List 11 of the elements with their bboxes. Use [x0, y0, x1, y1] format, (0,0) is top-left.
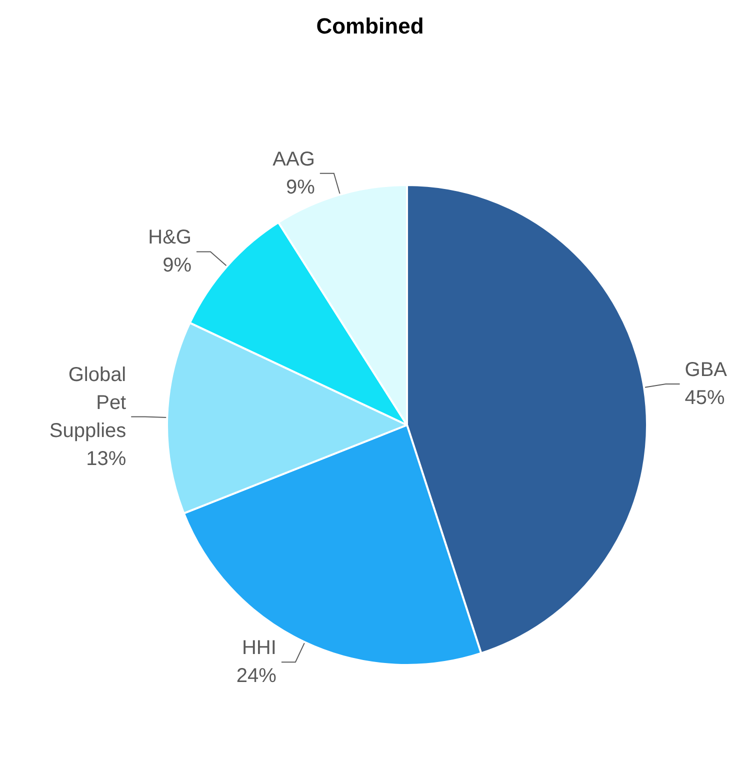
slice-label: GBA	[684, 359, 728, 382]
data-label: 9%	[162, 254, 192, 277]
slice-label: HHI	[242, 637, 276, 660]
data-label: 9%	[286, 176, 316, 198]
slice-label: H&G	[148, 226, 192, 249]
data-label: 45%	[684, 387, 726, 410]
slice-label: AAG	[272, 148, 315, 170]
data-label: 24%	[236, 665, 277, 688]
slice-label: Global Pet Supplies	[49, 364, 127, 442]
chart-title: Combined	[316, 14, 424, 38]
data-label: 13%	[86, 448, 126, 470]
